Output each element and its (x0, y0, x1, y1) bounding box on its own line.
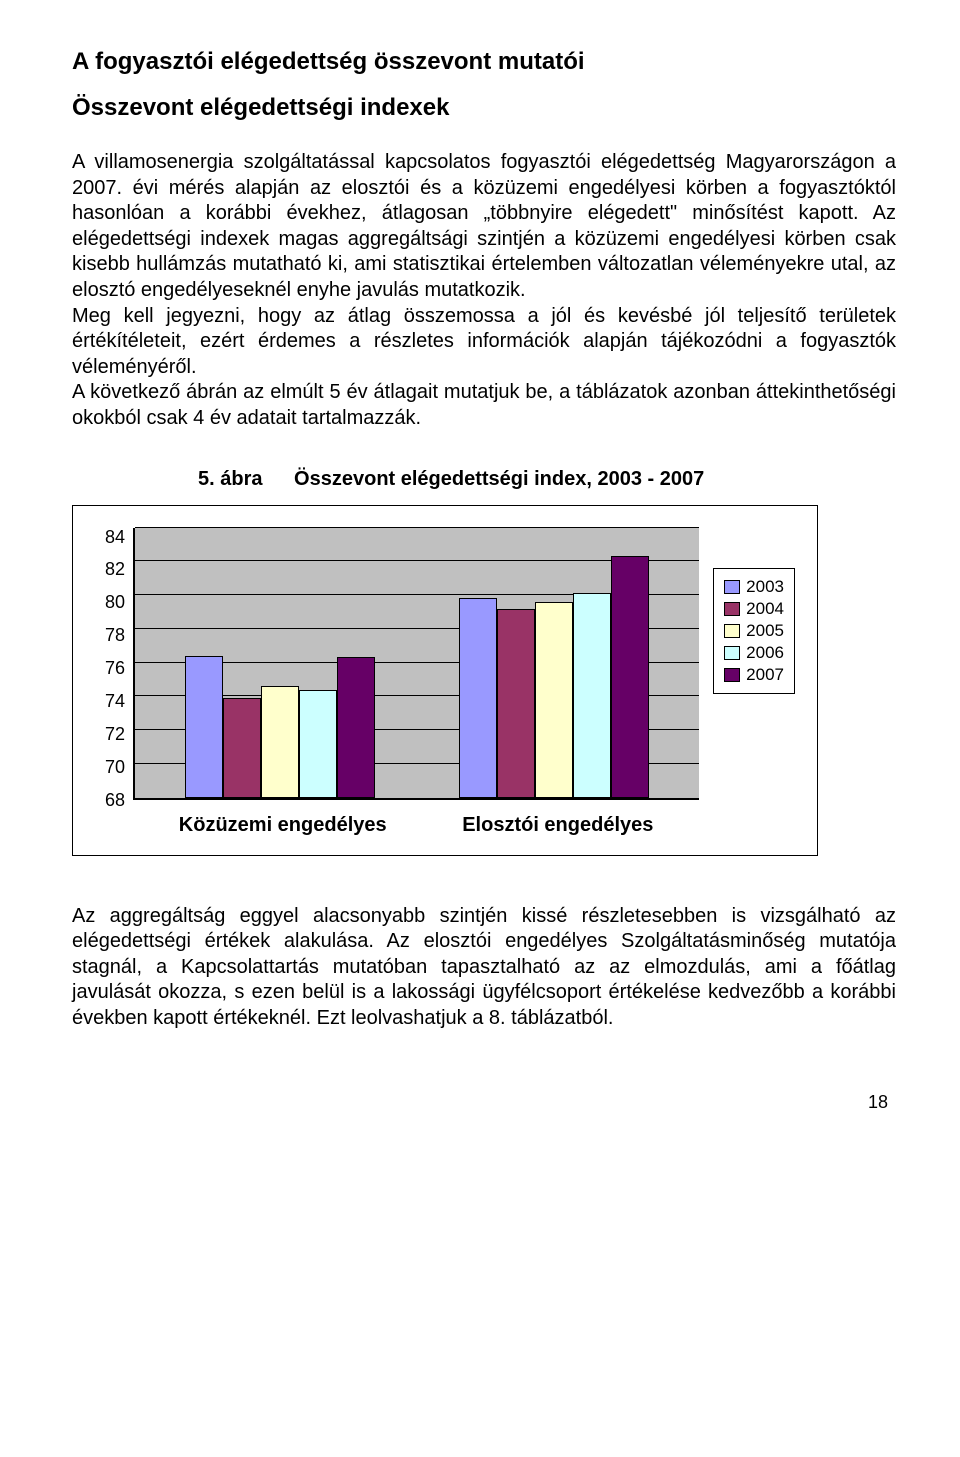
bar-2003 (459, 598, 497, 797)
paragraph-1: A villamosenergia szolgáltatással kapcso… (72, 150, 896, 304)
paragraph-2: Meg kell jegyezni, hogy az átlag összemo… (72, 304, 896, 381)
legend-item: 2006 (724, 643, 784, 663)
chart-container: 84 82 80 78 76 74 72 70 68 Közüzemi engedélyes El… (72, 505, 818, 856)
body-paragraph-4: Az aggregáltság eggyel alacsonyabb szint… (72, 904, 896, 1032)
y-tick-label: 76 (95, 659, 125, 677)
page-number: 18 (72, 1092, 896, 1113)
body-paragraphs: A villamosenergia szolgáltatással kapcso… (72, 150, 896, 432)
y-tick-label: 72 (95, 725, 125, 743)
plot-area (133, 528, 699, 800)
bar-2003 (185, 656, 223, 798)
bar-group (459, 556, 649, 797)
legend-swatch (724, 602, 740, 616)
legend-label: 2005 (746, 621, 784, 641)
legend-item: 2007 (724, 665, 784, 685)
legend-swatch (724, 668, 740, 682)
paragraph-3: A következő ábrán az elmúlt 5 év átlagai… (72, 380, 896, 431)
document-page: A fogyasztói elégedettség összevont muta… (0, 0, 960, 1137)
y-tick-label: 80 (95, 593, 125, 611)
grid-line (135, 527, 699, 528)
legend-label: 2007 (746, 665, 784, 685)
chart-caption: 5. ábra Összevont elégedettségi index, 2… (198, 468, 896, 491)
legend-item: 2005 (724, 621, 784, 641)
x-axis-labels: Közüzemi engedélyes Elosztói engedélyes (133, 814, 699, 837)
p4-italic: elégedettségi értékek (72, 930, 270, 952)
p4-part-a: Az aggregáltság eggyel alacsonyabb szint… (72, 905, 896, 927)
legend: 20032004200520062007 (713, 568, 795, 694)
x-category-label: Elosztói engedélyes (462, 814, 653, 837)
y-axis: 84 82 80 78 76 74 72 70 68 (95, 528, 125, 809)
section-subtitle: Összevont elégedettségi indexek (72, 94, 896, 122)
y-tick-label: 78 (95, 626, 125, 644)
bar-group (185, 656, 375, 798)
x-category-label: Közüzemi engedélyes (179, 814, 387, 837)
legend-item: 2003 (724, 577, 784, 597)
y-tick-label: 74 (95, 692, 125, 710)
bar-2007 (337, 657, 375, 797)
bar-2006 (573, 593, 611, 797)
bar-2006 (299, 690, 337, 798)
legend-swatch (724, 624, 740, 638)
chart-caption-text: Összevont elégedettségi index, 2003 - 20… (294, 468, 704, 490)
bar-2005 (261, 686, 299, 797)
y-tick-label: 70 (95, 758, 125, 776)
y-tick-label: 84 (95, 528, 125, 546)
legend-label: 2004 (746, 599, 784, 619)
legend-swatch (724, 646, 740, 660)
y-tick-label: 68 (95, 791, 125, 809)
page-title: A fogyasztói elégedettség összevont muta… (72, 48, 896, 76)
bar-2005 (535, 602, 573, 798)
bar-2004 (223, 698, 261, 798)
bar-2007 (611, 556, 649, 797)
legend-swatch (724, 580, 740, 594)
bar-2004 (497, 609, 535, 798)
y-tick-label: 82 (95, 560, 125, 578)
legend-label: 2003 (746, 577, 784, 597)
legend-item: 2004 (724, 599, 784, 619)
legend-label: 2006 (746, 643, 784, 663)
chart-caption-label: 5. ábra (198, 468, 262, 490)
